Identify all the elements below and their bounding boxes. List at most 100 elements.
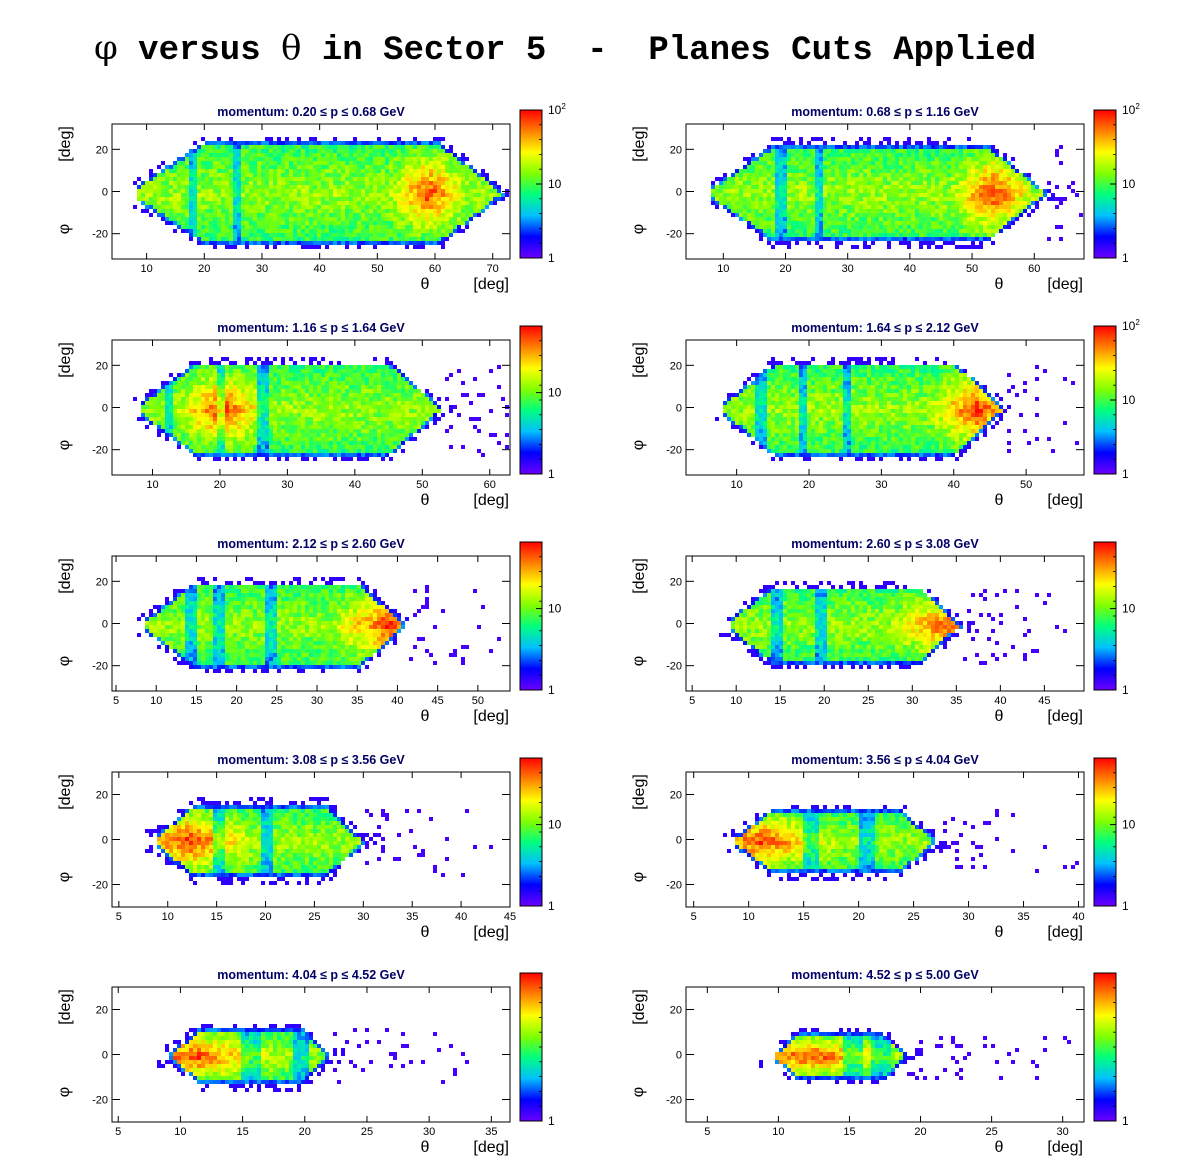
color-bar: 1 10 bbox=[1093, 541, 1136, 697]
x-tick-label: 60 bbox=[429, 263, 441, 275]
x-axis-unit: [deg] bbox=[473, 708, 509, 725]
color-bar-gradient bbox=[1094, 758, 1116, 906]
x-tick-label: 40 bbox=[349, 479, 361, 491]
x-axis-unit: [deg] bbox=[1047, 492, 1083, 509]
panel-title: momentum: 1.64 ≤ p ≤ 2.12 GeV bbox=[791, 321, 979, 335]
x-tick-label: 25 bbox=[862, 695, 874, 707]
x-tick-label: 5 bbox=[115, 1126, 121, 1138]
x-tick-label: 20 bbox=[214, 479, 226, 491]
x-tick-label: 20 bbox=[818, 695, 830, 707]
x-tick-label: 50 bbox=[416, 479, 428, 491]
x-axis: 10 20 30 40 50 60 θ [deg] bbox=[146, 340, 509, 509]
x-tick-label: 15 bbox=[798, 911, 810, 923]
y-axis: -20 0 20 φ [deg] bbox=[630, 342, 1084, 457]
y-axis-unit: [deg] bbox=[631, 342, 648, 378]
x-axis-label: θ bbox=[421, 924, 430, 941]
x-axis-unit: [deg] bbox=[473, 276, 509, 293]
x-tick-label: 30 bbox=[311, 695, 323, 707]
x-tick-label: 25 bbox=[907, 911, 919, 923]
x-axis-label: θ bbox=[995, 276, 1004, 293]
y-tick-label: 0 bbox=[102, 187, 108, 199]
y-axis-label: φ bbox=[56, 440, 73, 450]
y-tick-label: 20 bbox=[670, 576, 682, 588]
color-bar-label: 1 bbox=[548, 683, 555, 697]
y-tick-label: 20 bbox=[670, 790, 682, 802]
y-tick-label: 20 bbox=[96, 576, 108, 588]
y-tick-label: 20 bbox=[96, 790, 108, 802]
color-bar-gradient bbox=[520, 326, 542, 474]
color-bar-exponent: 2 bbox=[1135, 318, 1140, 327]
y-axis-label: φ bbox=[56, 872, 73, 882]
color-bar-label: 1 bbox=[1122, 467, 1129, 481]
color-bar-label: 10 bbox=[1122, 602, 1136, 616]
x-axis-label: θ bbox=[995, 1139, 1004, 1156]
y-axis-label: φ bbox=[630, 872, 647, 882]
x-axis: 10 20 30 40 50 60 θ [deg] bbox=[717, 124, 1083, 293]
title-part2: in Sector 5 - Planes Cuts Applied bbox=[301, 32, 1037, 70]
y-tick-label: -20 bbox=[666, 1095, 682, 1107]
x-tick-label: 5 bbox=[689, 695, 695, 707]
x-tick-label: 35 bbox=[406, 911, 418, 923]
color-bar-gradient bbox=[520, 542, 542, 690]
x-axis-label: θ bbox=[995, 708, 1004, 725]
color-bar-gradient bbox=[520, 973, 542, 1121]
y-tick-label: 0 bbox=[676, 1050, 682, 1062]
x-tick-label: 40 bbox=[994, 695, 1006, 707]
x-tick-label: 25 bbox=[361, 1126, 373, 1138]
x-tick-label: 40 bbox=[948, 479, 960, 491]
y-tick-label: 0 bbox=[676, 835, 682, 847]
color-bar: 1 10 102 bbox=[1093, 318, 1140, 481]
y-axis-unit: [deg] bbox=[57, 774, 74, 810]
color-bar-gradient bbox=[1094, 110, 1116, 258]
x-tick-label: 20 bbox=[779, 263, 791, 275]
panel-title: momentum: 2.12 ≤ p ≤ 2.60 GeV bbox=[217, 537, 405, 551]
panel-title: momentum: 1.16 ≤ p ≤ 1.64 GeV bbox=[217, 321, 405, 335]
color-bar: 1 bbox=[519, 972, 555, 1128]
x-tick-label: 15 bbox=[190, 695, 202, 707]
color-bar: 1 10 bbox=[519, 541, 562, 697]
y-tick-label: -20 bbox=[92, 1095, 108, 1107]
x-tick-label: 50 bbox=[966, 263, 978, 275]
x-tick-label: 5 bbox=[691, 911, 697, 923]
x-tick-label: 15 bbox=[843, 1126, 855, 1138]
x-axis-unit: [deg] bbox=[1047, 708, 1083, 725]
y-tick-label: -20 bbox=[666, 880, 682, 892]
x-axis: 5 10 15 20 25 30 35 40 45 50 θ [deg] bbox=[113, 556, 509, 725]
x-tick-label: 10 bbox=[717, 263, 729, 275]
x-tick-label: 40 bbox=[455, 911, 467, 923]
color-bar: 1 10 102 bbox=[519, 102, 566, 265]
x-axis-label: θ bbox=[995, 924, 1004, 941]
x-tick-label: 5 bbox=[116, 911, 122, 923]
x-tick-label: 45 bbox=[504, 911, 516, 923]
y-axis: -20 0 20 φ [deg] bbox=[630, 558, 1084, 673]
color-bar: 1 10 102 bbox=[1093, 102, 1140, 265]
x-tick-label: 20 bbox=[803, 479, 815, 491]
color-bar-label: 1 bbox=[1122, 899, 1129, 913]
y-axis-unit: [deg] bbox=[57, 558, 74, 594]
panel-title: momentum: 0.20 ≤ p ≤ 0.68 GeV bbox=[217, 105, 405, 119]
color-bar-label: 10 bbox=[1122, 177, 1136, 191]
x-tick-label: 10 bbox=[743, 911, 755, 923]
x-axis-unit: [deg] bbox=[1047, 1139, 1083, 1156]
color-bar-label: 102 bbox=[1122, 102, 1140, 117]
x-tick-label: 30 bbox=[875, 479, 887, 491]
y-axis: -20 0 20 φ [deg] bbox=[630, 989, 1084, 1107]
y-axis-label: φ bbox=[56, 224, 73, 234]
color-bar-label: 102 bbox=[548, 102, 566, 117]
y-axis: -20 0 20 φ [deg] bbox=[56, 774, 510, 892]
x-tick-label: 30 bbox=[962, 911, 974, 923]
x-tick-label: 50 bbox=[472, 695, 484, 707]
color-bar-exponent: 2 bbox=[1135, 102, 1140, 111]
color-bar-label: 1 bbox=[548, 899, 555, 913]
color-bar-label: 10 bbox=[548, 602, 562, 616]
y-axis: -20 0 20 φ [deg] bbox=[56, 342, 510, 457]
x-tick-label: 35 bbox=[950, 695, 962, 707]
color-bar-label: 1 bbox=[1122, 1114, 1129, 1128]
x-axis-unit: [deg] bbox=[473, 1139, 509, 1156]
